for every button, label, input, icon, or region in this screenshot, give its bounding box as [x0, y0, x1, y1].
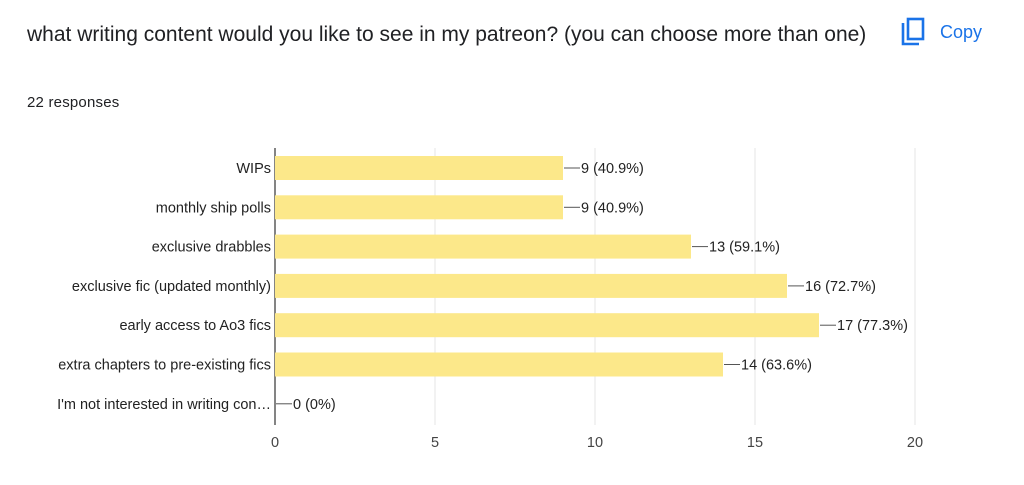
bar [275, 313, 819, 338]
data-label: 9 (40.9%) [581, 200, 644, 216]
bar [275, 234, 691, 259]
category-label: WIPs [236, 161, 271, 177]
data-label: 0 (0%) [293, 397, 336, 413]
data-label: 9 (40.9%) [581, 161, 644, 177]
data-label: 17 (77.3%) [837, 318, 908, 334]
category-label: exclusive drabbles [152, 240, 271, 256]
data-label: 16 (72.7%) [805, 279, 876, 295]
data-label: 13 (59.1%) [709, 240, 780, 256]
x-tick-label: 10 [587, 435, 603, 451]
question-title: what writing content would you like to s… [27, 23, 867, 46]
copy-button[interactable]: Copy [900, 14, 1010, 50]
x-tick-label: 15 [747, 435, 763, 451]
x-tick-label: 5 [431, 435, 439, 451]
bar [275, 156, 563, 180]
data-label: 14 (63.6%) [741, 358, 812, 374]
category-label: extra chapters to pre-existing fics [58, 358, 271, 374]
copy-icon [900, 17, 926, 47]
category-label: early access to Ao3 fics [119, 318, 271, 334]
category-label: exclusive fic (updated monthly) [72, 279, 271, 295]
x-tick-label: 20 [907, 435, 923, 451]
bar [275, 352, 723, 377]
bar [275, 195, 563, 220]
copy-label: Copy [940, 21, 983, 42]
response-count: 22 responses [27, 94, 120, 111]
category-label: monthly ship polls [156, 200, 271, 216]
category-label: I'm not interested in writing con… [57, 397, 271, 413]
bar-chart: 0 5 10 15 20 WIPs 9 (40.9%) monthly ship polls 9… [57, 148, 923, 451]
x-tick-label: 0 [271, 435, 279, 451]
bar [275, 273, 787, 298]
